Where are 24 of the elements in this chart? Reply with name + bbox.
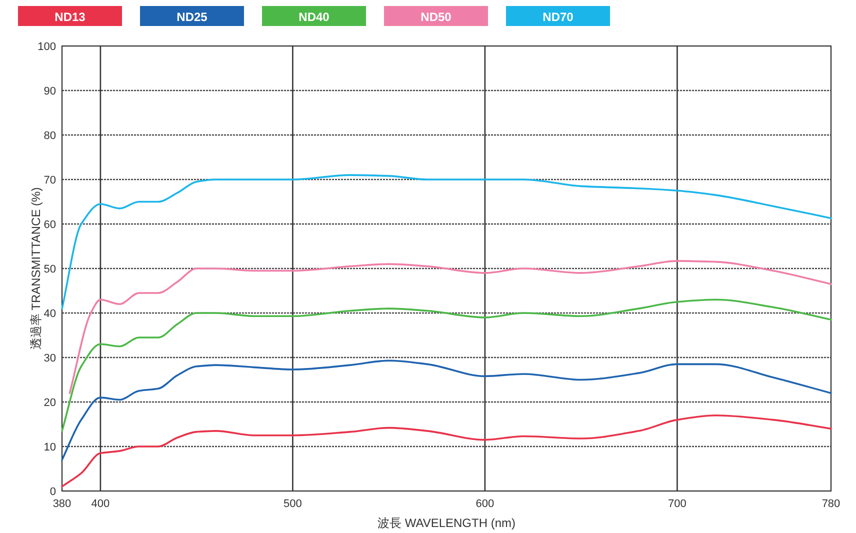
y-tick-label: 20 — [44, 397, 56, 409]
x-tick-label: 700 — [668, 498, 686, 510]
y-tick-label: 30 — [44, 352, 56, 364]
y-tick-label: 40 — [44, 308, 56, 320]
y-axis-title: 透過率 TRANSMITTANCE (%) — [29, 187, 43, 350]
text: ND40 — [298, 10, 330, 24]
y-tick-label: 50 — [44, 264, 56, 276]
y-tick-label: 90 — [44, 86, 56, 98]
y-tick-label: 80 — [44, 130, 56, 142]
x-tick-label: 600 — [476, 498, 494, 510]
x-tick-label: 400 — [91, 498, 110, 510]
text: ND13 — [54, 10, 86, 24]
y-tick-label: 10 — [44, 442, 56, 454]
y-tick-label: 0 — [50, 486, 56, 498]
y-tick-label: 60 — [44, 219, 56, 231]
text: ND70 — [542, 10, 574, 24]
x-tick-label: 380 — [52, 498, 72, 510]
text: ND50 — [420, 10, 452, 24]
text: ND25 — [176, 10, 208, 24]
y-tick-label: 70 — [44, 174, 56, 186]
y-tick-label: 100 — [38, 41, 56, 53]
x-axis-title: 波長 WAVELENGTH (nm) — [377, 516, 516, 530]
x-tick-label: 780 — [822, 498, 840, 510]
x-tick-label: 500 — [284, 498, 302, 510]
